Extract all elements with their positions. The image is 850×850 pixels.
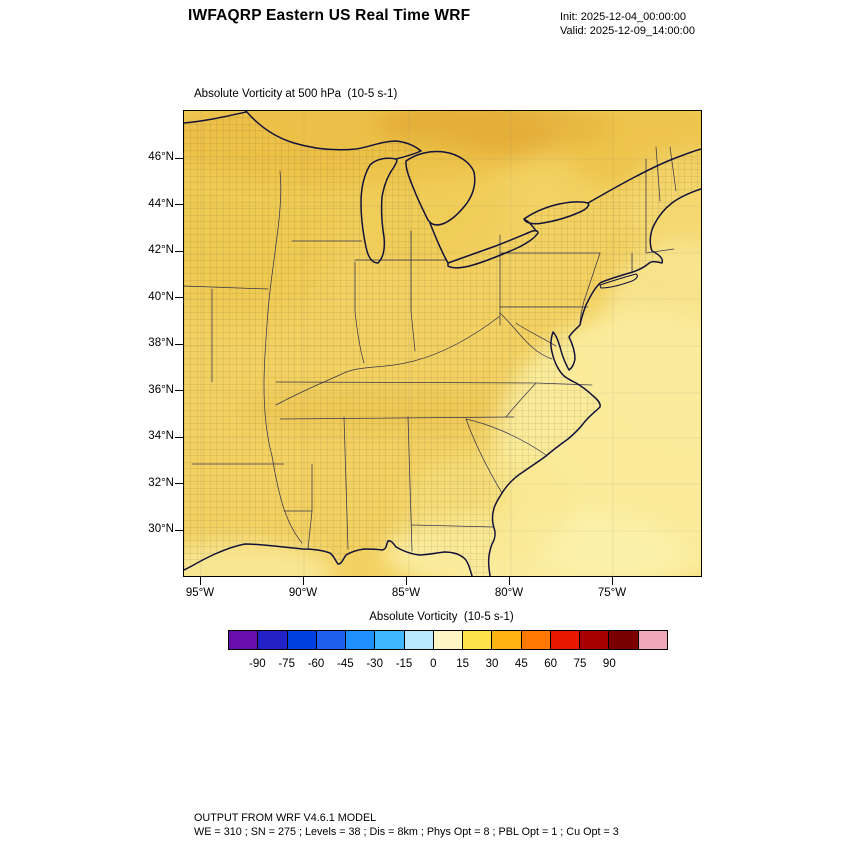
lon-tick-label: 95°W [185, 587, 215, 599]
colorbar-tick-label: -30 [366, 658, 383, 670]
colorbar-tick-label: 60 [544, 658, 558, 670]
lat-tick-label: 40°N [148, 290, 174, 303]
lon-tick-label: 90°W [288, 587, 318, 599]
colorbar-segment [609, 631, 639, 649]
lat-tick-label: 32°N [148, 476, 174, 489]
colorbar-tick-label: 90 [602, 658, 616, 670]
lat-tick-label: 46°N [148, 151, 174, 163]
great-lakes-outline [184, 111, 701, 289]
colorbar-tick-label: 15 [456, 658, 470, 670]
lat-tick-mark [175, 483, 183, 485]
lon-tick-mark [405, 577, 407, 585]
lon-tick-mark [508, 577, 510, 585]
colorbar-segment [404, 631, 434, 649]
valid-time: Valid: 2025-12-09_14:00:00 [560, 25, 695, 37]
coastline-path [184, 188, 701, 576]
colorbar-segment [229, 631, 259, 649]
colorbar-tick-label: 30 [485, 658, 499, 670]
lat-tick-label: 42°N [148, 244, 174, 256]
lat-tick-mark [175, 297, 183, 299]
lat-tick-mark [175, 204, 183, 206]
lake-superior-shore [245, 111, 422, 160]
colorbar-tick-label: 75 [573, 658, 587, 670]
lat-tick-mark [175, 250, 183, 252]
lat-tick-mark [175, 390, 183, 392]
lake-michigan-outline [360, 157, 398, 264]
colorbar-segment [375, 631, 405, 649]
lon-tick-label: 80°W [494, 587, 524, 599]
county-grid-texture [184, 112, 701, 576]
lon-tick-label: 85°W [391, 587, 421, 599]
plot-title: Absolute Vorticity at 500 hPa (10-5 s-1) [194, 88, 398, 100]
colorbar-segment [521, 631, 551, 649]
lake-huron-outline [405, 150, 476, 226]
colorbar-tick-label: -15 [395, 658, 413, 670]
lon-tick-mark [302, 577, 304, 585]
detroit-river [429, 222, 449, 264]
init-time: Init: 2025-12-04_00:00:00 [560, 11, 686, 23]
lon-tick-mark [199, 577, 201, 585]
us-canada-border [184, 111, 247, 124]
footer-line2: WE = 310 ; SN = 275 ; Levels = 38 ; Dis … [194, 825, 619, 838]
lake-ontario-outline [523, 201, 590, 225]
colorbar-tick-label: 0 [430, 658, 437, 670]
colorbar-tick-label: 45 [514, 658, 528, 670]
lat-tick-mark [175, 157, 183, 159]
lat-tick-mark [175, 436, 183, 438]
colorbar-segment [580, 631, 610, 649]
lat-tick-mark [175, 343, 183, 345]
colorbar-title: Absolute Vorticity (10-5 s-1) [369, 611, 514, 623]
colorbar-segment [346, 631, 376, 649]
colorbar-segment [258, 631, 288, 649]
footer-model-info: OUTPUT FROM WRF V4.6.1 MODEL WE = 310 ; … [194, 812, 619, 839]
colorbar-tick-label: -75 [278, 658, 295, 670]
colorbar-tick-label: -45 [337, 658, 354, 670]
run-info: Init: 2025-12-04_00:00:00 Valid: 2025-12… [560, 10, 695, 38]
colorbar-segment [287, 631, 317, 649]
map-frame [183, 110, 702, 577]
lake-erie-outline [447, 229, 539, 269]
colorbar-tick-label: -60 [307, 658, 325, 670]
lat-tick-label: 36°N [148, 383, 174, 396]
lon-tick-mark [611, 577, 613, 585]
colorbar-tick-label: -90 [249, 658, 266, 670]
colorbar-segment [492, 631, 522, 649]
colorbar-segment [433, 631, 464, 649]
st-lawrence-border [587, 148, 701, 204]
lat-tick-label: 44°N [148, 197, 174, 210]
lat-tick-label: 34°N [148, 430, 174, 442]
lat-tick-label: 30°N [148, 523, 174, 535]
colorbar-segment [316, 631, 347, 649]
map-canvas [184, 111, 701, 576]
page-title: IWFAQRP Eastern US Real Time WRF [188, 7, 471, 24]
lat-tick-mark [175, 529, 183, 531]
footer-line1: OUTPUT FROM WRF V4.6.1 MODEL [194, 812, 377, 824]
colorbar [228, 630, 668, 650]
colorbar-segment [550, 631, 581, 649]
long-island-outline [599, 273, 638, 289]
lon-tick-label: 75°W [597, 587, 627, 599]
lat-tick-label: 38°N [148, 337, 174, 349]
state-boundaries [184, 146, 677, 552]
colorbar-segment [463, 631, 493, 649]
colorbar-segment [638, 631, 667, 649]
